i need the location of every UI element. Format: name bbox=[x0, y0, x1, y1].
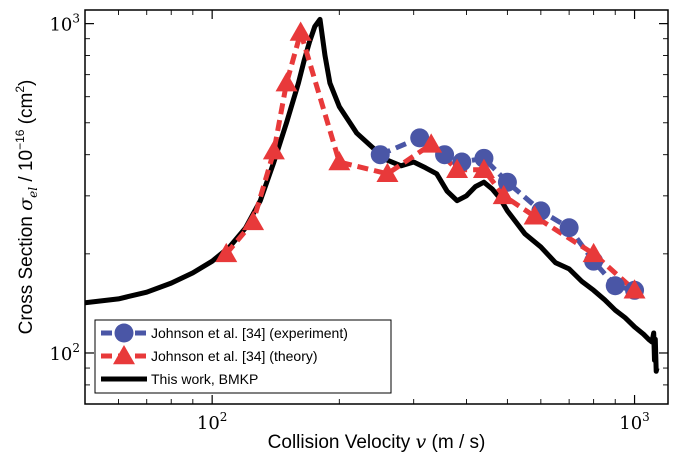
data-marker-0 bbox=[497, 172, 517, 192]
legend-marker-0 bbox=[114, 323, 134, 343]
series-line-1 bbox=[224, 30, 637, 293]
data-marker-1 bbox=[376, 162, 399, 183]
legend-label-2: This work, BMKP bbox=[151, 371, 258, 387]
data-marker-1 bbox=[492, 184, 515, 205]
data-marker-0 bbox=[605, 276, 625, 296]
data-marker-1 bbox=[275, 72, 298, 92]
data-marker-0 bbox=[370, 145, 390, 165]
data-marker-1 bbox=[623, 279, 646, 299]
data-marker-0 bbox=[410, 128, 430, 148]
series-line-0 bbox=[379, 135, 636, 293]
data-marker-1 bbox=[262, 140, 285, 160]
legend-label-0: Johnson et al. [34] (experiment) bbox=[151, 325, 348, 341]
series-markers bbox=[215, 21, 646, 300]
data-marker-1 bbox=[289, 21, 312, 41]
series-line-2 bbox=[85, 16, 660, 374]
y-axis-title: Cross Section σel / 10−16 (cm2) bbox=[13, 80, 40, 335]
data-marker-1 bbox=[420, 133, 443, 153]
x-tick-label: 102 bbox=[197, 410, 228, 434]
x-tick-label: 103 bbox=[619, 410, 650, 434]
y-tick-label: 103 bbox=[49, 12, 80, 36]
data-marker-1 bbox=[582, 242, 605, 263]
plot-frame bbox=[84, 9, 669, 405]
data-marker-0 bbox=[474, 148, 494, 168]
y-tick-label: 102 bbox=[49, 341, 80, 365]
data-marker-0 bbox=[559, 218, 579, 238]
data-marker-1 bbox=[523, 205, 546, 225]
data-marker-1 bbox=[215, 242, 238, 263]
data-marker-1 bbox=[242, 210, 265, 231]
x-axis-title: Collision Velocity v (m / s) bbox=[268, 431, 486, 453]
data-marker-1 bbox=[328, 151, 351, 171]
series-lines bbox=[85, 16, 660, 374]
data-marker-1 bbox=[446, 158, 469, 179]
data-marker-1 bbox=[472, 158, 495, 179]
legend: Johnson et al. [34] (experiment) Johnson … bbox=[94, 319, 392, 394]
legend-label-1: Johnson et al. [34] (theory) bbox=[151, 348, 318, 364]
legend-marker-1 bbox=[113, 345, 135, 365]
axis-ticks: 102 103 102 103 bbox=[49, 10, 668, 434]
